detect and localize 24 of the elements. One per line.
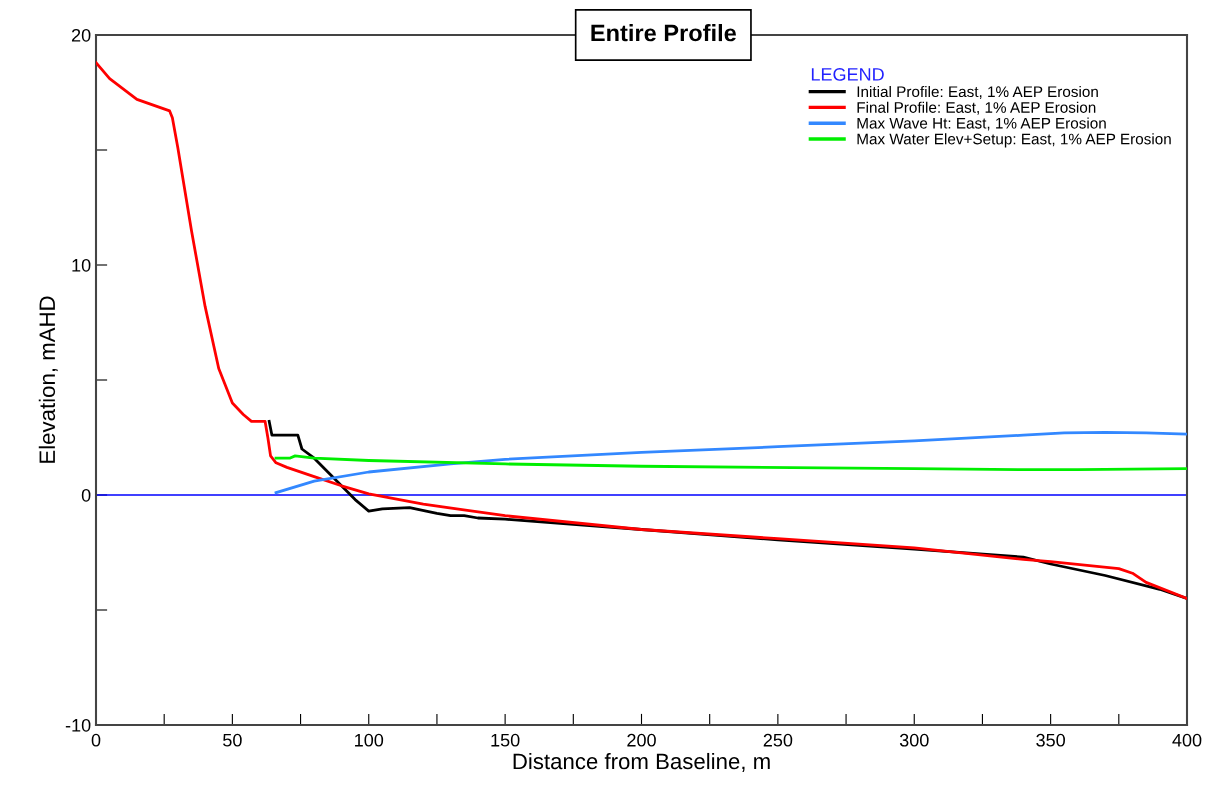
x-tick-label: 0 — [91, 733, 101, 747]
legend-label: Final Profile: East, 1% AEP Erosion — [857, 101, 1096, 115]
x-tick-label: 250 — [763, 733, 793, 747]
x-axis-title: Distance from Baseline, m — [513, 752, 770, 772]
y-axis-title: Elevation, mAHD — [38, 296, 58, 463]
y-tick-label: 10 — [72, 258, 91, 272]
line-series — [274, 454, 1187, 472]
chart-title: Entire Profile — [591, 24, 736, 42]
legend-label: Initial Profile: East, 1% AEP Erosion — [857, 85, 1098, 99]
line-series — [96, 61, 1187, 600]
x-tick-label: 200 — [627, 733, 656, 747]
y-tick-label: -10 — [65, 718, 91, 732]
x-tick-label: 50 — [223, 733, 242, 747]
x-tick-label: 100 — [355, 733, 384, 747]
line-series — [274, 431, 1187, 495]
y-tick-label: 20 — [71, 28, 91, 42]
y-tick-label: 0 — [81, 488, 91, 502]
legend-label: Max Water Elev+Setup: East, 1% AEP Erosion — [857, 133, 1171, 148]
legend-title: LEGEND — [811, 68, 884, 81]
x-tick-label: 150 — [491, 733, 520, 747]
x-tick-label: 300 — [899, 733, 929, 747]
x-tick-label: 400 — [1172, 733, 1202, 747]
x-tick-label: 350 — [1036, 733, 1065, 747]
legend-label: Max Wave Ht: East, 1% AEP Erosion — [857, 117, 1106, 131]
